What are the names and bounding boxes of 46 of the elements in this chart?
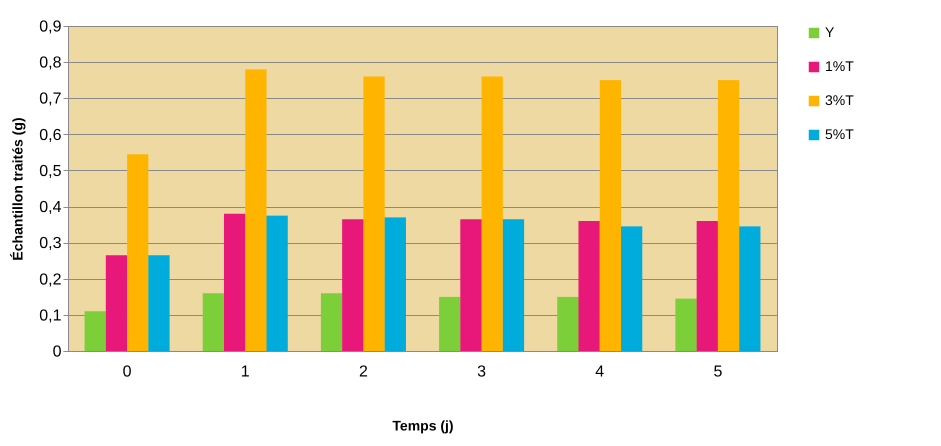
y-axis-title: Échantillon traités (g) xyxy=(9,117,26,261)
bar xyxy=(482,76,503,351)
bar xyxy=(266,216,288,351)
x-tick-label: 0 xyxy=(122,364,132,380)
legend-label: Y xyxy=(825,24,835,40)
y-tick-label: 0,4 xyxy=(39,199,62,216)
bar xyxy=(84,311,106,351)
legend-label: 5%T xyxy=(825,126,854,142)
y-tick-label: 0,5 xyxy=(39,162,62,180)
bar xyxy=(675,298,697,351)
bar xyxy=(202,293,224,351)
bar xyxy=(363,76,385,351)
x-tick-label: 4 xyxy=(595,364,604,380)
bar xyxy=(502,219,524,351)
y-tick-label: 0,3 xyxy=(39,235,62,252)
bar xyxy=(439,296,460,351)
bar xyxy=(600,80,622,351)
y-tick-label: 0,6 xyxy=(39,126,62,144)
bar xyxy=(621,226,642,351)
bar xyxy=(739,226,760,351)
bar xyxy=(148,255,170,351)
bar xyxy=(245,69,267,351)
bar xyxy=(718,80,740,351)
bar xyxy=(342,219,364,351)
x-tick-label: 1 xyxy=(240,364,250,380)
legend-label: 1%T xyxy=(825,58,854,74)
bar xyxy=(696,221,718,351)
bar xyxy=(557,296,578,351)
legend-label: 3%T xyxy=(825,92,854,108)
x-tick-label: 5 xyxy=(713,364,722,380)
bar xyxy=(127,154,148,351)
x-tick-label: 2 xyxy=(358,364,368,380)
y-tick-label: 0,9 xyxy=(39,18,62,36)
bar xyxy=(384,217,406,351)
y-tick-label: 0,8 xyxy=(39,54,62,72)
bar xyxy=(320,293,342,351)
x-tick-label: 3 xyxy=(477,364,486,380)
y-tick-label: 0 xyxy=(52,344,62,360)
x-axis-title: Temps (j) xyxy=(392,418,454,434)
y-tick-label: 0,7 xyxy=(39,90,62,108)
y-tick-label: 0,1 xyxy=(39,307,62,324)
bar xyxy=(224,214,246,351)
bar xyxy=(106,255,128,351)
bar xyxy=(578,221,600,351)
bar xyxy=(460,219,482,351)
y-tick-label: 0,2 xyxy=(39,271,62,288)
